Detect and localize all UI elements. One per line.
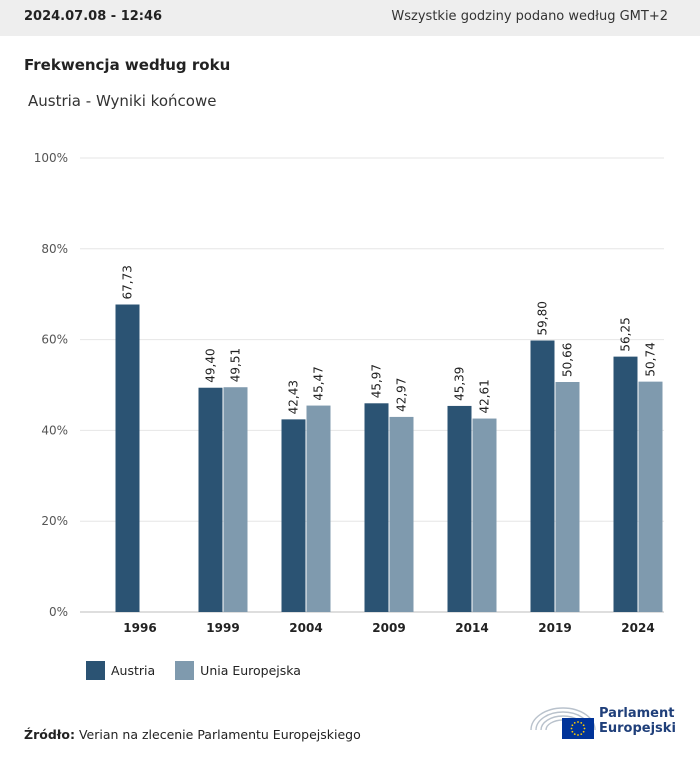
x-tick-label-2024: 2024 (621, 621, 654, 635)
flag-star (570, 727, 573, 730)
chart-title: Frekwencja według roku (24, 56, 231, 74)
bar-austria-2024 (613, 356, 638, 612)
legend-label-austria: Austria (111, 663, 156, 678)
flag-star (580, 733, 583, 736)
flag-star (571, 724, 574, 727)
flag-star (577, 734, 579, 736)
x-tick-label-2014: 2014 (455, 621, 488, 635)
bar-eu-2014 (472, 418, 497, 612)
x-tick-label-1996: 1996 (123, 621, 156, 635)
bar-eu-2019 (555, 382, 580, 612)
logo-wordmark: Parlament Europejski (599, 706, 676, 736)
data-label-eu-2019: 50,66 (561, 343, 575, 377)
top-bar: 2024.07.08 - 12:46 Wszystkie godziny pod… (0, 0, 700, 36)
logo-line-2: Europejski (599, 721, 676, 736)
data-label-austria-2009: 45,97 (370, 364, 384, 398)
flag-star (582, 724, 585, 727)
data-label-austria-2024: 56,25 (619, 317, 633, 351)
x-tick-label-2019: 2019 (538, 621, 571, 635)
data-label-austria-2014: 45,39 (453, 367, 467, 401)
flag-star (582, 730, 585, 733)
bar-austria-2009 (364, 403, 389, 612)
source-note: Źródło: Verian na zlecenie Parlamentu Eu… (24, 727, 361, 742)
bar-eu-2024 (638, 381, 663, 612)
data-label-eu-2009: 42,97 (395, 378, 409, 412)
bar-austria-2019 (530, 340, 555, 612)
flag-star (583, 727, 586, 730)
x-tick-label-1999: 1999 (206, 621, 239, 635)
x-tick-label-2009: 2009 (372, 621, 405, 635)
x-tick-label-2004: 2004 (289, 621, 322, 635)
y-tick-label: 100% (34, 151, 68, 165)
legend-item-austria: Austria (86, 661, 155, 680)
data-label-austria-2004: 42,43 (287, 380, 301, 414)
data-label-austria-2019: 59,80 (536, 301, 550, 335)
legend-swatch-austria (86, 661, 105, 680)
y-tick-label: 0% (49, 605, 68, 619)
legend-label-eu: Unia Europejska (200, 663, 301, 678)
bar-eu-2004 (306, 405, 331, 612)
bar-eu-2009 (389, 416, 414, 612)
legend-swatch-eu (175, 661, 195, 680)
flag-star (580, 721, 583, 724)
legend-item-eu: Unia Europejska (175, 661, 301, 680)
bar-austria-1996 (115, 304, 140, 612)
flag-star (571, 730, 574, 733)
logo-line-1: Parlament (599, 706, 675, 721)
data-label-eu-1999: 49,51 (229, 348, 243, 382)
source-text: Verian na zlecenie Parlamentu Europejski… (75, 727, 361, 742)
data-label-eu-2004: 45,47 (312, 366, 326, 400)
parliament-logo: Parlament Europejski (528, 700, 678, 742)
bar-eu-1999 (223, 387, 248, 612)
source-label: Źródło: (24, 727, 75, 742)
eu-flag (562, 718, 594, 739)
legend: Austria Unia Europejska (86, 661, 321, 680)
chart-subtitle: Austria - Wyniki końcowe (28, 92, 217, 110)
timezone-note: Wszystkie godziny podano według GMT+2 (391, 9, 668, 24)
data-label-austria-1999: 49,40 (204, 348, 218, 382)
y-tick-label: 60% (41, 333, 68, 347)
bar-austria-1999 (198, 387, 223, 612)
bar-austria-2014 (447, 405, 472, 612)
data-label-eu-2024: 50,74 (644, 342, 658, 376)
data-label-austria-1996: 67,73 (121, 265, 135, 299)
flag-star (573, 733, 576, 736)
european-parliament-hemicycle-icon (530, 707, 596, 739)
bar-austria-2004 (281, 419, 306, 612)
flag-star (573, 721, 576, 724)
y-tick-label: 40% (41, 423, 68, 437)
flag-star (577, 721, 579, 723)
y-tick-label: 20% (41, 514, 68, 528)
timestamp: 2024.07.08 - 12:46 (24, 9, 163, 24)
data-label-eu-2014: 42,61 (478, 379, 492, 413)
y-tick-label: 80% (41, 242, 68, 256)
turnout-bar-chart: 0% 20% 40% 60% 80% 100% 67,73 1996 49,40 49,51 199… (34, 151, 664, 635)
